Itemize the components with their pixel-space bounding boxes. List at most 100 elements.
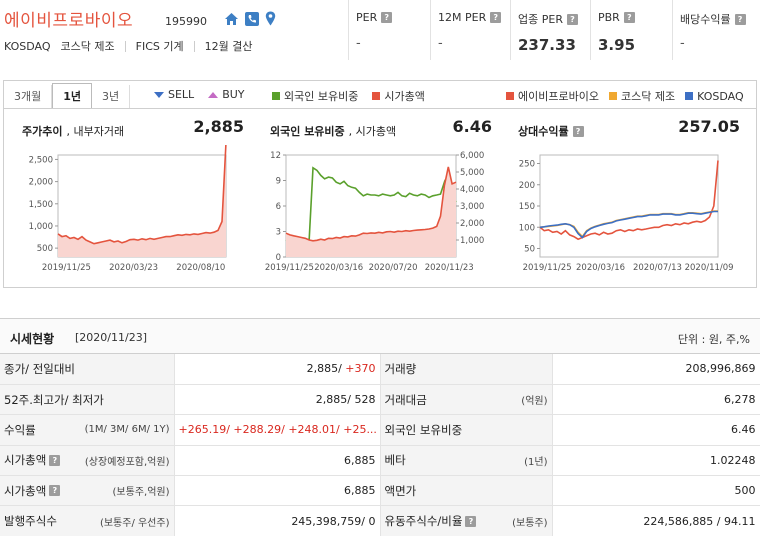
row-label-main: 유동주식수/비율: [384, 514, 463, 529]
x-tick-label: 2020/11/23: [425, 263, 474, 273]
row-label: 베타 (1년): [380, 445, 553, 477]
row-label: 수익률 (1M/ 3M/ 6M/ 1Y): [0, 414, 175, 446]
help-icon[interactable]: ?: [623, 12, 635, 23]
legend-buy[interactable]: BUY: [208, 88, 245, 101]
status-table: 종가/ 전일대비 2,885/ +370 거래량 208,996,869 52주.최고가…: [0, 354, 760, 536]
value-main: 500: [734, 484, 756, 498]
relative-legend: 에이비프로바이오 코스닥 제조 KOSDAQ: [506, 88, 744, 104]
x-tick-label: 2020/03/23: [109, 263, 158, 273]
legend-label: 외국인 보유비중: [284, 90, 359, 103]
help-icon[interactable]: ?: [49, 454, 61, 466]
y-tick-label: 6: [276, 202, 281, 212]
table-row: 종가/ 전일대비 2,885/ +370 거래량 208,996,869: [0, 354, 760, 385]
help-icon[interactable]: ?: [734, 13, 746, 25]
row-label-main: 종가/ 전일대비: [4, 361, 76, 376]
row-label-main: 발행주식수: [4, 514, 57, 529]
series-line: [539, 160, 719, 241]
metric-label: 배당수익률: [680, 13, 731, 26]
metric-sector-per: 업종 PER? 237.33: [510, 0, 590, 60]
panel-value: 2,885: [193, 117, 244, 136]
panel-title: 상대수익률?: [518, 123, 584, 139]
company-header: 에이비프로바이오 195990 KOSDAQ 코스닥 제조 FICS 기계 12…: [0, 0, 760, 66]
help-icon[interactable]: ?: [381, 12, 393, 23]
row-value: 500: [552, 475, 760, 507]
help-icon[interactable]: ?: [49, 485, 61, 497]
status-header: 시세현황 [2020/11/23] 단위 : 원, 주,%: [0, 318, 760, 354]
price-chart[interactable]: 500 1,000 1,500 2,000 2,500 2019/11/25 2020/03…: [8, 145, 256, 285]
value-main: 6,278: [724, 393, 756, 407]
legend-market-cap: 시가총액: [372, 88, 425, 104]
legend-swatch: [608, 92, 617, 100]
table-row: 수익률 (1M/ 3M/ 6M/ 1Y) +265.19/ +288.29/ +24…: [0, 414, 760, 446]
row-label-main: 외국인 보유비중: [384, 422, 463, 437]
row-label-main: 액면가: [384, 483, 417, 498]
row-value: 245,398,759/ 0: [174, 505, 381, 536]
panel-value: 257.05: [678, 117, 740, 136]
metric-label: 12M PER: [438, 11, 487, 24]
x-tick-label: 2019/11/25: [523, 263, 572, 273]
row-label-sub: (상장예정포함,억원): [84, 456, 170, 468]
legend-company: 에이비프로바이오: [506, 88, 599, 104]
panel-title-sub: , 내부자거래: [66, 125, 125, 138]
row-label: 외국인 보유비중: [380, 414, 553, 446]
help-icon[interactable]: ?: [566, 13, 578, 25]
y-tick-label: 12: [270, 151, 281, 161]
y2-tick-label: 1,000: [460, 236, 484, 246]
row-value: 6,278: [552, 384, 760, 416]
panel-title: 외국인 보유비중, 시가총액: [270, 123, 396, 139]
legend-sell[interactable]: SELL: [154, 88, 194, 101]
triangle-up-icon: [208, 91, 219, 98]
company-links: [224, 11, 276, 26]
row-label: 거래대금 (억원): [380, 384, 553, 416]
row-label-main: 시가총액: [4, 453, 47, 468]
row-label-sub: (1년): [524, 456, 548, 468]
company-name: 에이비프로바이오: [4, 11, 134, 31]
panel-title-main: 상대수익률: [518, 125, 569, 138]
legend-swatch: [685, 92, 694, 100]
tab-3months[interactable]: 3개월: [4, 85, 53, 109]
home-icon[interactable]: [224, 12, 239, 26]
row-label: 52주.최고가/ 최저가: [0, 384, 175, 416]
value-main: 6,885: [344, 453, 376, 467]
foreign-chart[interactable]: 0 3 6 9 12 1,000 2,000 3,000 4,000 5,000 6,000 2019…: [256, 145, 504, 285]
row-label-main: 거래량: [384, 361, 417, 376]
row-label: 종가/ 전일대비: [0, 354, 175, 385]
legend-label: SELL: [168, 88, 195, 101]
panel-title-main: 주가추이: [22, 125, 63, 138]
value-main: 245,398,759/ 0: [291, 514, 376, 528]
table-row: 발행주식수 (보통주/ 우선주) 245,398,759/ 0 유동주식수/비율? (보…: [0, 505, 760, 536]
y-tick-label: 1,500: [29, 200, 53, 210]
row-label: 발행주식수 (보통주/ 우선주): [0, 505, 175, 536]
relative-chart[interactable]: 50 100 150 200 250 2019/11/25 2020/03/16 2020/0…: [504, 145, 752, 285]
value-change: +370: [341, 362, 376, 376]
row-label-main: 거래대금: [384, 392, 427, 407]
tab-1year[interactable]: 1년: [52, 83, 93, 109]
row-label-main: 베타: [384, 453, 406, 468]
tab-3years[interactable]: 3년: [92, 85, 131, 109]
company-info: 에이비프로바이오 195990 KOSDAQ 코스닥 제조 FICS 기계 12…: [0, 0, 348, 66]
panel-value: 6.46: [452, 117, 492, 136]
period-tabs: 3개월 1년 3년: [4, 81, 131, 109]
y-tick-label: 9: [276, 177, 281, 187]
help-icon[interactable]: ?: [572, 125, 584, 137]
table-row: 시가총액? (보통주,억원) 6,885 액면가 500: [0, 475, 760, 507]
panel-title: 주가추이, 내부자거래: [22, 123, 124, 139]
y-tick-label: 50: [524, 245, 535, 255]
series-line: [285, 166, 457, 244]
series-line: [539, 210, 718, 239]
value-main: 1.02248: [710, 453, 756, 467]
location-icon[interactable]: [265, 11, 276, 26]
phone-icon[interactable]: [245, 11, 259, 26]
row-value: 6,885: [174, 475, 381, 507]
help-icon[interactable]: ?: [490, 12, 502, 23]
x-tick-label: 2019/11/25: [42, 263, 91, 273]
y-tick-label: 200: [519, 181, 535, 191]
table-row: 시가총액? (상장예정포함,억원) 6,885 베타 (1년) 1.02248: [0, 445, 760, 477]
foreign-legend: 외국인 보유비중 시가총액: [272, 88, 425, 104]
legend-swatch: [272, 92, 280, 100]
help-icon[interactable]: ?: [465, 515, 477, 527]
x-tick-label: 2019/11/25: [265, 263, 314, 273]
legend-swatch: [506, 92, 514, 100]
row-label-sub: (1M/ 3M/ 6M/ 1Y): [84, 424, 170, 436]
row-label: 거래량: [380, 354, 553, 385]
